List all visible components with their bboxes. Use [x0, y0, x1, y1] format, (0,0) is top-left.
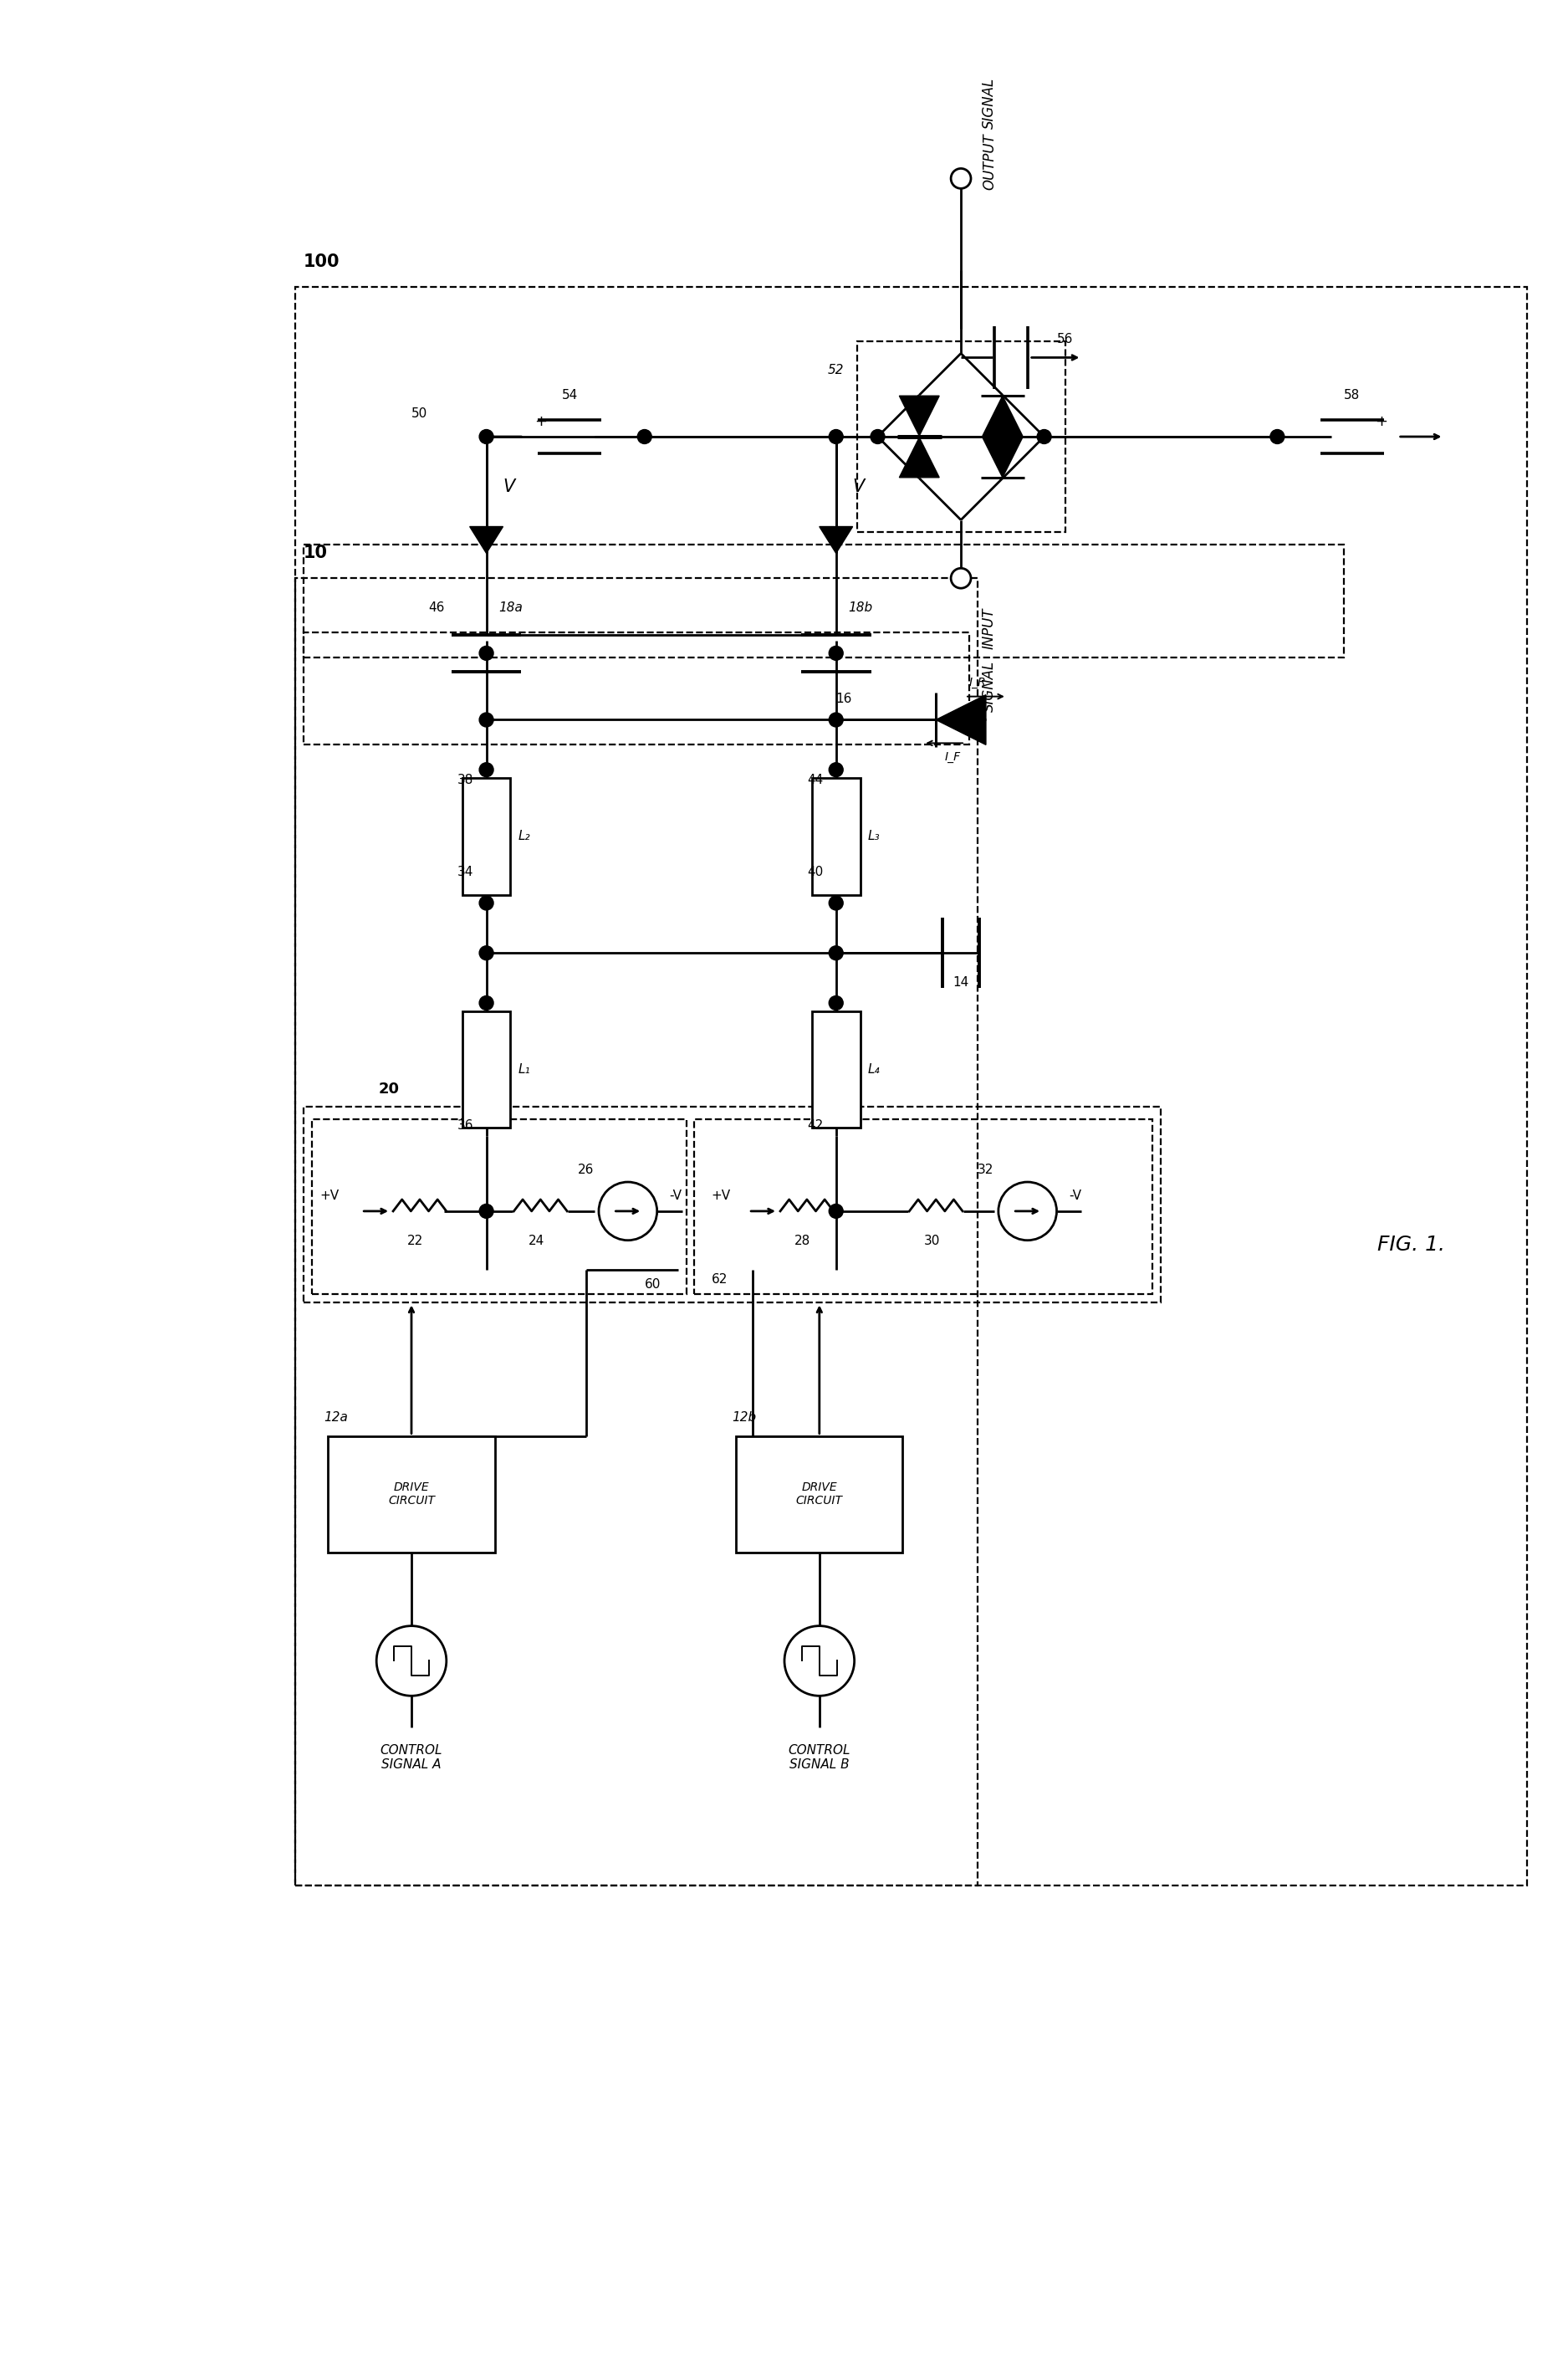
Text: CONTROL
SIGNAL A: CONTROL SIGNAL A [381, 1745, 442, 1771]
Text: 20: 20 [378, 1083, 398, 1097]
Text: FIG. 1.: FIG. 1. [1377, 1234, 1446, 1253]
Text: I_F: I_F [944, 753, 960, 762]
Circle shape [829, 430, 844, 444]
Text: 12a: 12a [325, 1410, 348, 1424]
Text: I_R: I_R [969, 677, 986, 688]
Text: 62: 62 [712, 1272, 728, 1287]
Polygon shape [900, 437, 939, 477]
Polygon shape [983, 396, 1022, 437]
Text: 34: 34 [458, 867, 474, 878]
Circle shape [829, 762, 844, 776]
Circle shape [829, 895, 844, 909]
Text: 28: 28 [795, 1234, 811, 1246]
Bar [812, 779, 861, 895]
Circle shape [829, 712, 844, 726]
Bar [463, 1011, 511, 1128]
Text: 22: 22 [408, 1234, 423, 1246]
Text: 38: 38 [458, 774, 474, 786]
Text: 18a: 18a [499, 601, 524, 612]
Circle shape [480, 430, 494, 444]
Bar [312, 1121, 687, 1294]
Text: 26: 26 [579, 1163, 594, 1175]
Text: SIGNAL: SIGNAL [982, 660, 997, 712]
Text: 14: 14 [953, 976, 969, 988]
Text: INPUT: INPUT [982, 608, 997, 648]
Bar [303, 1106, 1160, 1303]
Text: 24: 24 [528, 1234, 544, 1246]
Text: 100: 100 [303, 254, 340, 271]
Text: 60: 60 [644, 1277, 662, 1291]
Text: 54: 54 [561, 389, 577, 401]
Text: +: + [535, 413, 547, 430]
Circle shape [480, 945, 494, 959]
Text: +V: +V [320, 1189, 339, 1204]
Bar [812, 1011, 861, 1128]
Circle shape [950, 567, 971, 589]
Polygon shape [900, 396, 939, 437]
Bar [856, 342, 1065, 532]
Text: V: V [853, 477, 864, 496]
Text: 18b: 18b [848, 601, 873, 612]
Polygon shape [983, 437, 1022, 477]
Circle shape [599, 1182, 657, 1239]
Text: -V: -V [1069, 1189, 1082, 1204]
Circle shape [376, 1626, 447, 1695]
Text: 46: 46 [428, 601, 445, 612]
Circle shape [480, 762, 494, 776]
Circle shape [480, 712, 494, 726]
Circle shape [829, 945, 844, 959]
Bar [735, 1436, 903, 1553]
Text: OUTPUT: OUTPUT [982, 133, 997, 190]
Text: 30: 30 [924, 1234, 939, 1246]
Text: +: + [1375, 413, 1388, 430]
Text: 12b: 12b [732, 1410, 756, 1424]
Text: 40: 40 [808, 867, 823, 878]
Text: 36: 36 [458, 1121, 474, 1132]
Polygon shape [820, 527, 853, 553]
Bar [463, 779, 511, 895]
Circle shape [480, 646, 494, 660]
Circle shape [638, 430, 652, 444]
Text: 52: 52 [828, 363, 844, 377]
Text: +V: +V [712, 1189, 731, 1204]
Text: DRIVE
CIRCUIT: DRIVE CIRCUIT [387, 1481, 434, 1507]
Circle shape [829, 995, 844, 1009]
Bar [303, 631, 969, 745]
Circle shape [829, 1204, 844, 1218]
Polygon shape [936, 696, 986, 745]
Text: CONTROL
SIGNAL B: CONTROL SIGNAL B [789, 1745, 850, 1771]
Text: V: V [503, 477, 514, 496]
Bar [328, 1436, 494, 1553]
Circle shape [870, 430, 884, 444]
Text: L₂: L₂ [517, 831, 530, 843]
Bar [303, 546, 1344, 658]
Polygon shape [470, 527, 503, 553]
Circle shape [480, 1204, 494, 1218]
Text: L₁: L₁ [517, 1064, 530, 1075]
Circle shape [999, 1182, 1057, 1239]
Circle shape [1270, 430, 1284, 444]
Text: SIGNAL: SIGNAL [982, 78, 997, 128]
Text: 32: 32 [978, 1163, 994, 1175]
Text: 10: 10 [303, 546, 328, 563]
Text: L₄: L₄ [867, 1064, 880, 1075]
Circle shape [480, 995, 494, 1009]
Text: -V: -V [670, 1189, 682, 1204]
Bar [295, 579, 977, 1885]
Text: 44: 44 [808, 774, 823, 786]
Circle shape [480, 895, 494, 909]
Text: 56: 56 [1057, 332, 1073, 347]
Text: 42: 42 [808, 1121, 823, 1132]
Text: 16: 16 [836, 693, 853, 705]
Text: L₃: L₃ [867, 831, 880, 843]
Bar [295, 287, 1527, 1885]
Circle shape [1036, 430, 1051, 444]
Text: 58: 58 [1344, 389, 1361, 401]
Circle shape [950, 169, 971, 188]
Text: 50: 50 [411, 406, 428, 420]
Bar [695, 1121, 1152, 1294]
Circle shape [829, 646, 844, 660]
Text: DRIVE
CIRCUIT: DRIVE CIRCUIT [797, 1481, 842, 1507]
Circle shape [784, 1626, 855, 1695]
